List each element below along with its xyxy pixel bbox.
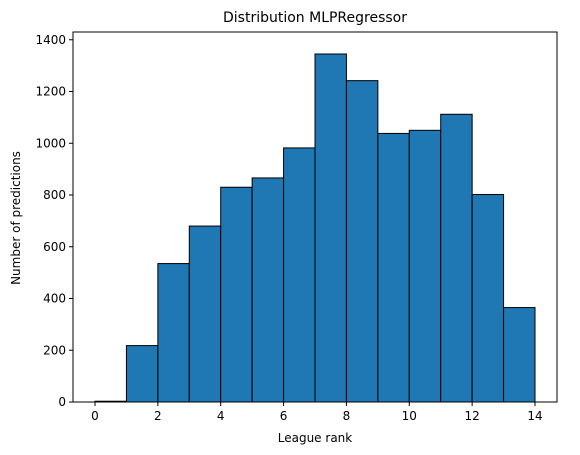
y-tick-label: 400 — [43, 292, 66, 306]
x-tick-label: 12 — [465, 409, 480, 423]
y-tick-label: 1200 — [35, 85, 66, 99]
x-tick-label: 6 — [280, 409, 288, 423]
histogram-bar — [220, 186, 253, 403]
histogram-bar — [188, 225, 222, 403]
chart-title: Distribution MLPRegressor — [223, 10, 407, 26]
histogram-bar — [440, 113, 473, 403]
x-tick-label: 14 — [527, 409, 542, 423]
y-tick-label: 1400 — [35, 33, 66, 47]
histogram-bar — [471, 193, 505, 403]
histogram-bar — [157, 263, 190, 403]
histogram-bar — [125, 345, 159, 403]
x-tick-label: 0 — [91, 409, 99, 423]
histogram-bar — [251, 177, 285, 403]
histogram-bar — [377, 132, 410, 403]
y-tick-label: 800 — [43, 188, 66, 202]
histogram-bar — [503, 307, 536, 403]
x-tick-label: 10 — [402, 409, 417, 423]
y-tick-label: 200 — [43, 343, 66, 357]
y-tick-label: 1000 — [35, 136, 66, 150]
plot-area: 0 2 4 6 8 10 12 14 0 200 400 600 800 1000 1200 1400 — [35, 31, 558, 423]
plot-frame — [72, 31, 558, 403]
x-axis-label: League rank — [278, 431, 353, 445]
y-tick-label: 600 — [43, 240, 66, 254]
x-tick-label: 8 — [343, 409, 351, 423]
histogram-bar — [345, 80, 379, 403]
histogram-bar — [408, 129, 442, 403]
histogram-bar — [314, 53, 347, 403]
x-tick-label: 4 — [217, 409, 225, 423]
y-axis-label: Number of predictions — [9, 151, 23, 285]
x-tick-label: 2 — [154, 409, 162, 423]
histogram-bar — [283, 147, 316, 403]
y-tick-label: 0 — [58, 395, 66, 409]
